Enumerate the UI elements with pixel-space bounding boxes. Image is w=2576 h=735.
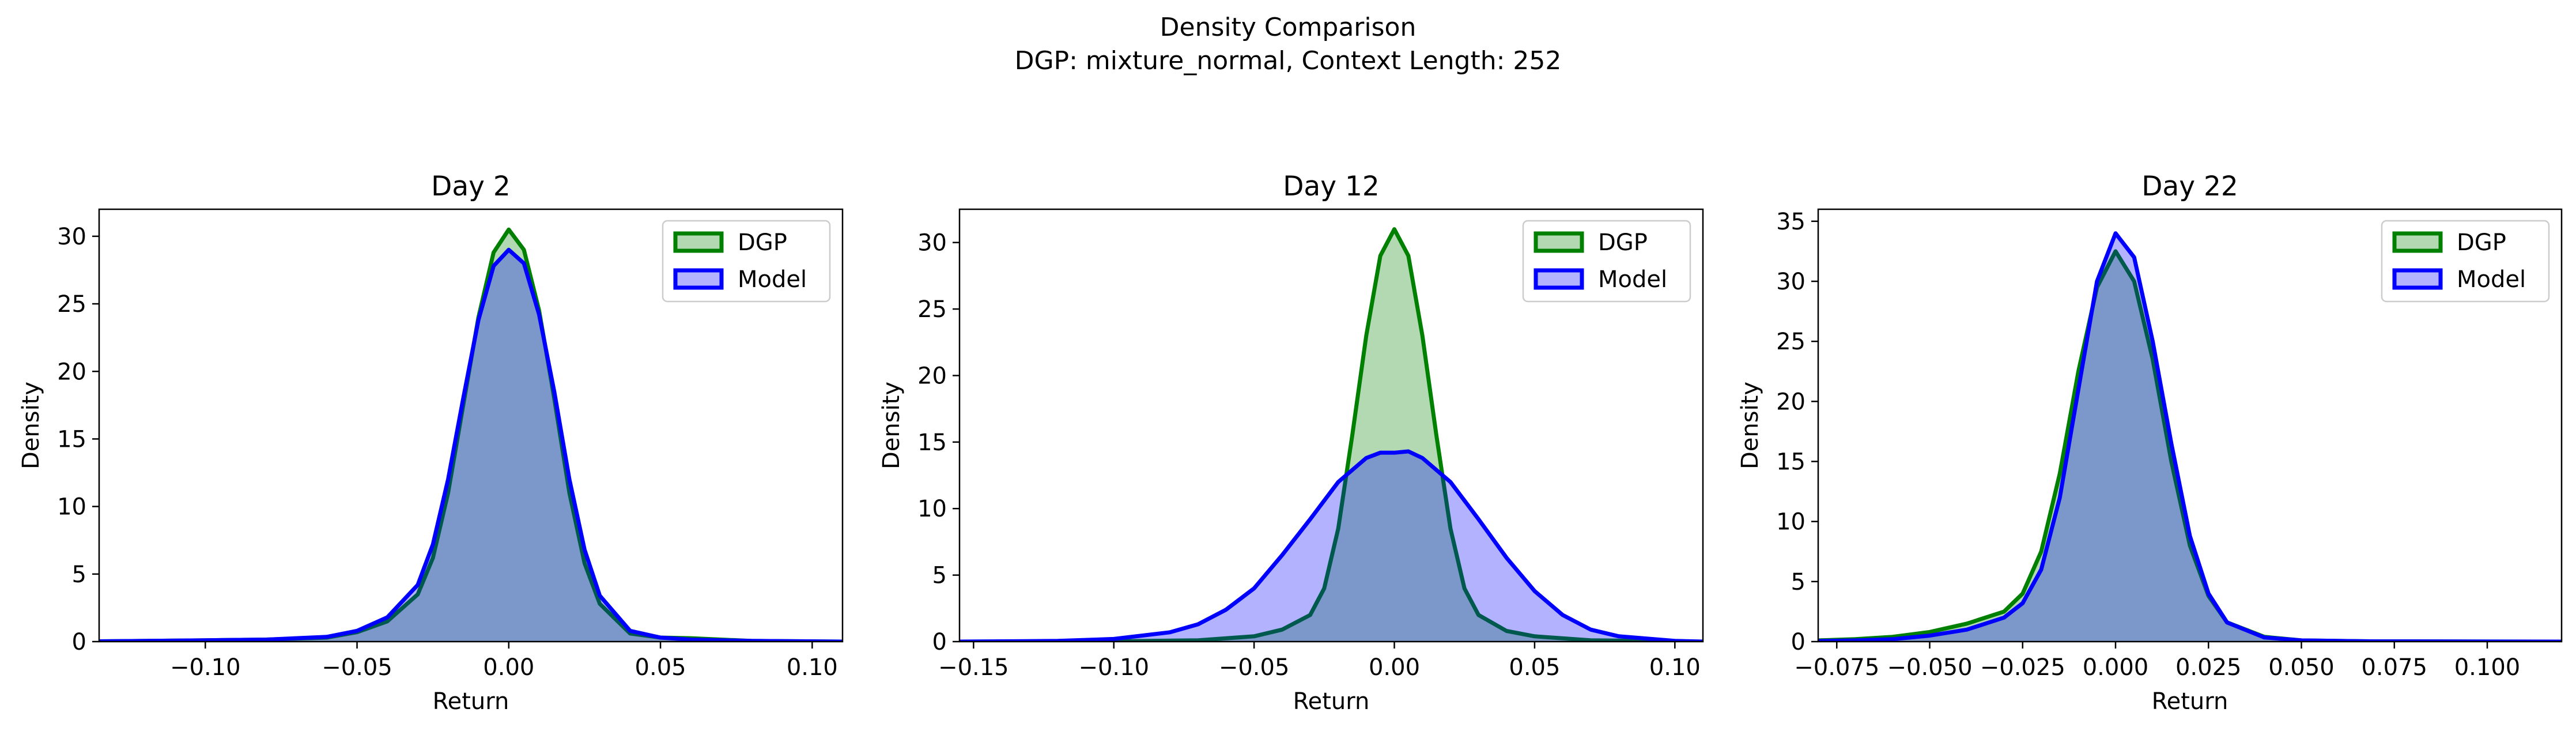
x-tick-label: −0.075 [1794, 654, 1879, 681]
y-tick-label: 20 [917, 363, 947, 389]
plot-area [1818, 231, 2562, 642]
y-tick-label: 5 [1791, 569, 1806, 595]
y-tick-label: 20 [57, 359, 86, 385]
x-tick-label: 0.025 [2175, 654, 2242, 681]
legend-label-model: Model [738, 266, 807, 293]
y-tick-label: 30 [1776, 269, 1806, 295]
plot-area [960, 227, 1703, 642]
legend-label-model: Model [2457, 266, 2526, 293]
legend-label-model: Model [1598, 266, 1667, 293]
legend-label-dgp: DGP [738, 229, 787, 256]
dgp-density-area [1818, 251, 2562, 642]
x-axis-label: Return [433, 688, 509, 715]
figure-title: Density Comparison [1160, 13, 1417, 42]
model-density-line [1818, 231, 2562, 642]
x-tick-label: −0.15 [938, 654, 1009, 681]
model-density-area [1818, 233, 2562, 642]
y-tick-label: 25 [917, 296, 947, 323]
legend: DGP Model [662, 220, 831, 303]
chart-panel-2: −0.15 −0.10 −0.05 0.00 0.05 0.10 0 5 10 15 20 25 30 R… [878, 171, 1704, 715]
y-tick-label: 10 [1776, 509, 1806, 536]
x-tick-label: 0.00 [483, 654, 534, 681]
y-tick-label: 10 [57, 494, 86, 521]
model-density-line [99, 247, 843, 642]
y-tick-label: 5 [72, 561, 86, 588]
x-tick-label: 0.100 [2454, 654, 2521, 681]
figure-subtitle: DGP: mixture_normal, Context Length: 252 [1015, 46, 1562, 76]
x-tick-label: 0.10 [1649, 654, 1701, 681]
y-axis-label: Density [1737, 382, 1763, 469]
x-tick-label: 0.05 [1509, 654, 1560, 681]
x-tick-label: 0.075 [2361, 654, 2427, 681]
x-tick-label: −0.10 [1078, 654, 1149, 681]
x-axis-label: Return [1293, 688, 1370, 715]
y-tick-label: 15 [1776, 449, 1806, 476]
y-tick-label: 25 [1776, 329, 1806, 355]
legend-swatch-model [2392, 268, 2443, 290]
y-tick-label: 5 [932, 563, 947, 589]
y-tick-label: 15 [917, 429, 947, 456]
legend-label-dgp: DGP [2457, 229, 2506, 256]
y-tick-label: 0 [932, 629, 947, 655]
legend: DGP Model [1522, 220, 1691, 303]
chart-panel-3: −0.075 −0.050 −0.025 0.000 0.025 0.050 0.075 0.… [1737, 171, 2563, 715]
model-density-area [960, 451, 1703, 642]
y-tick-label: 20 [1776, 389, 1806, 415]
model-density-area [99, 250, 843, 642]
chart-title: Day 2 [431, 171, 511, 202]
y-tick-label: 35 [1776, 209, 1806, 235]
x-axis-label: Return [2152, 688, 2228, 715]
y-tick-label: 30 [57, 224, 86, 250]
legend-swatch-dgp [2392, 231, 2443, 253]
y-tick-label: 30 [917, 230, 947, 257]
y-tick-label: 10 [917, 496, 947, 522]
legend-swatch-dgp [1533, 231, 1584, 253]
dgp-density-area [99, 229, 843, 642]
y-axis-label: Density [878, 382, 905, 469]
y-tick-label: 0 [1791, 629, 1806, 655]
chart-panel-1: −0.10 −0.05 0.00 0.05 0.10 0 5 10 15 20 25 30 Return… [18, 171, 844, 715]
legend: DGP Model [2381, 220, 2550, 303]
x-tick-label: 0.05 [635, 654, 686, 681]
legend-box [2381, 220, 2550, 303]
legend-swatch-dgp [673, 231, 724, 253]
axes-frame [958, 208, 1704, 643]
y-tick-label: 25 [57, 291, 86, 318]
x-tick-label: −0.05 [322, 654, 392, 681]
y-tick-label: 15 [57, 426, 86, 453]
dgp-density-line [960, 227, 1703, 642]
axes-frame [1817, 208, 2563, 643]
legend-swatch-model [673, 268, 724, 290]
x-tick-label: 0.10 [787, 654, 838, 681]
plot-area [99, 227, 843, 642]
y-tick-label: 0 [72, 629, 86, 655]
model-density-line [960, 449, 1703, 642]
x-tick-label: 0.050 [2268, 654, 2335, 681]
x-tick-label: −0.025 [1980, 654, 2065, 681]
legend-swatch-model [1533, 268, 1584, 290]
legend-label-dgp: DGP [1598, 229, 1648, 256]
x-tick-label: −0.05 [1219, 654, 1290, 681]
chart-panels: −0.10 −0.05 0.00 0.05 0.10051015202530Return… [18, 171, 2563, 715]
chart-title: Day 12 [1283, 171, 1380, 202]
x-tick-label: 0.000 [2083, 654, 2149, 681]
legend-box [662, 220, 831, 303]
chart-title: Day 22 [2141, 171, 2238, 202]
x-tick-label: 0.00 [1369, 654, 1420, 681]
axes-frame [98, 208, 844, 643]
legend-box [1522, 220, 1691, 303]
x-tick-label: −0.050 [1887, 654, 1972, 681]
y-axis-label: Density [18, 382, 44, 469]
x-tick-label: −0.10 [170, 654, 241, 681]
